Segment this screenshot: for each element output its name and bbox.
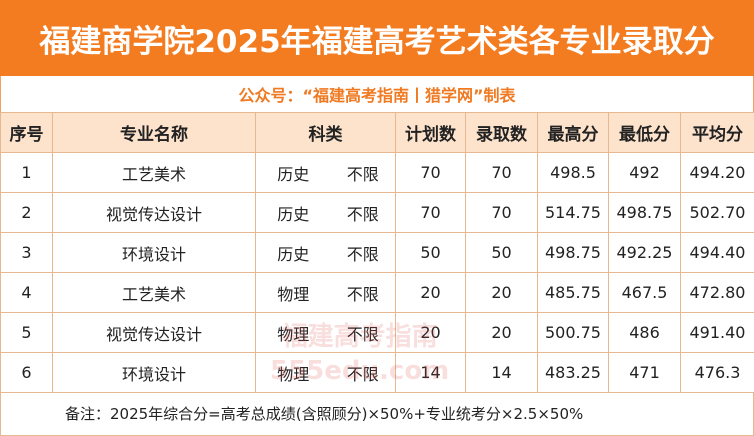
cell: 环境设计 (52, 232, 256, 273)
cell: 502.70 (680, 192, 754, 233)
column-header: 专业名称 (52, 112, 256, 153)
watermark-line: 555edu.com (270, 356, 450, 386)
cell: 50 (395, 232, 466, 273)
cell: 历史 (255, 192, 331, 233)
cell: 历史 (255, 232, 331, 273)
cell: 70 (465, 192, 538, 233)
cell: 467.5 (608, 272, 681, 313)
column-header: 最低分 (608, 112, 681, 153)
watermark: 福建高考指南 555edu.com (270, 320, 449, 388)
cell: 492.25 (608, 232, 681, 273)
cell: 不限 (330, 152, 396, 193)
cell: 498.75 (537, 232, 609, 273)
cell: 14 (395, 352, 466, 393)
cell: 50 (465, 232, 538, 273)
cell: 20 (395, 312, 466, 353)
cell: 不限 (330, 312, 396, 353)
cell: 视觉传达设计 (52, 192, 256, 233)
cell: 498.75 (608, 192, 681, 233)
cell: 物理 (255, 272, 331, 313)
column-header: 平均分 (680, 112, 754, 153)
column-header: 计划数 (395, 112, 466, 153)
cell: 492 (608, 152, 681, 193)
header-row: 序号 专业名称 科类 计划数 录取数 最高分 最低分 平均分 (0, 112, 754, 153)
title: 福建商学院2025年福建高考艺术类各专业录取分 (0, 0, 754, 76)
table-row: 4 工艺美术 物理 不限 20 20 485.75 467.5 472.80 (0, 272, 754, 313)
cell: 不限 (330, 272, 396, 313)
cell: 494.40 (680, 232, 754, 273)
table-row: 1 工艺美术 历史 不限 70 70 498.5 492 494.20 (0, 152, 754, 193)
cell: 70 (395, 152, 466, 193)
cell: 不限 (330, 192, 396, 233)
table-row: 6 环境设计 物理 不限 14 14 483.25 471 476.3 (0, 352, 754, 393)
cell: 494.20 (680, 152, 754, 193)
cell: 物理 (255, 352, 331, 393)
footer: 备注：2025年综合分=高考总成绩(含照顾分)×50%+专业统考分×2.5×50… (0, 392, 754, 436)
table-body: 1 工艺美术 历史 不限 70 70 498.5 492 494.20 2 视觉传达设计 历史 不限 70… (0, 152, 754, 393)
cell: 483.25 (537, 352, 609, 393)
cell: 476.3 (680, 352, 754, 393)
cell: 1 (0, 152, 53, 193)
table-row: 5 视觉传达设计 物理 不限 20 20 500.75 486 491.40 (0, 312, 754, 353)
cell: 20 (395, 272, 466, 313)
cell: 514.75 (537, 192, 609, 233)
cell: 不限 (330, 232, 396, 273)
watermark-line: 福建高考指南 (281, 322, 438, 352)
footer-note: 备注：2025年综合分=高考总成绩(含照顾分)×50%+专业统考分×2.5×50… (65, 405, 584, 423)
score-table: 序号 专业名称 科类 计划数 录取数 最高分 最低分 平均分 1 工艺美术 历史 不限 70 70 498… (0, 112, 754, 393)
cell: 工艺美术 (52, 272, 256, 313)
cell: 70 (465, 152, 538, 193)
column-header: 序号 (0, 112, 53, 153)
column-header: 最高分 (537, 112, 609, 153)
cell: 不限 (330, 352, 396, 393)
cell: 2 (0, 192, 53, 233)
table-row: 3 环境设计 历史 不限 50 50 498.75 492.25 494.40 (0, 232, 754, 273)
table-row: 2 视觉传达设计 历史 不限 70 70 514.75 498.75 502.70 (0, 192, 754, 233)
cell: 视觉传达设计 (52, 312, 256, 353)
cell: 工艺美术 (52, 152, 256, 193)
cell: 486 (608, 312, 681, 353)
cell: 6 (0, 352, 53, 393)
cell: 491.40 (680, 312, 754, 353)
subtitle: 公众号：“福建高考指南丨猎学网”制表 (0, 76, 754, 112)
cell: 3 (0, 232, 53, 273)
cell: 14 (465, 352, 538, 393)
cell: 498.5 (537, 152, 609, 193)
cell: 历史 (255, 152, 331, 193)
cell: 500.75 (537, 312, 609, 353)
cell: 472.80 (680, 272, 754, 313)
cell: 70 (395, 192, 466, 233)
cell: 20 (465, 272, 538, 313)
cell: 20 (465, 312, 538, 353)
cell: 5 (0, 312, 53, 353)
column-header: 科类 (255, 112, 396, 153)
cell: 471 (608, 352, 681, 393)
cell: 环境设计 (52, 352, 256, 393)
column-header: 录取数 (465, 112, 538, 153)
cell: 485.75 (537, 272, 609, 313)
cell: 4 (0, 272, 53, 313)
